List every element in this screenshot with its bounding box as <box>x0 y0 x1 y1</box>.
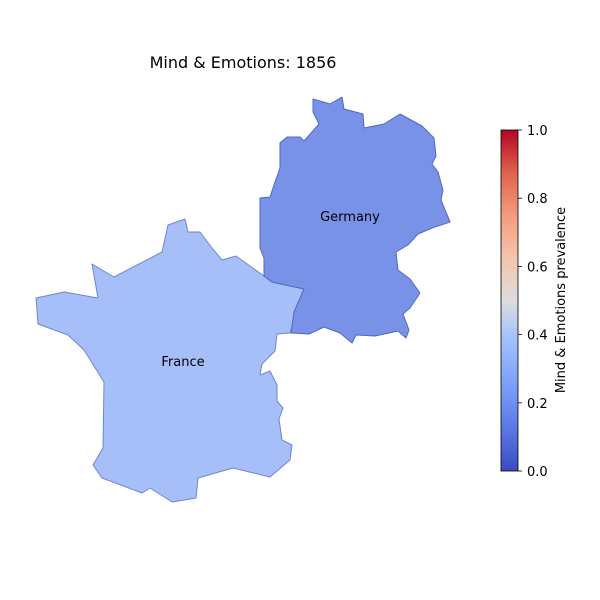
colorbar-tick-label: 0.8 <box>527 192 548 207</box>
colorbar-tick-label: 0.0 <box>527 465 548 480</box>
region-labels: France Germany <box>161 210 380 370</box>
region-label-france: France <box>161 355 204 370</box>
colorbar-tick-label: 0.4 <box>527 329 548 344</box>
colorbar-ticks: 0.0 0.2 0.4 0.6 0.8 1.0 <box>518 124 548 480</box>
region-label-germany: Germany <box>320 210 380 225</box>
colorbar-gradient <box>500 129 519 472</box>
map-title: Mind & Emotions: 1856 <box>150 53 337 72</box>
colorbar-tick-label: 0.6 <box>527 260 548 275</box>
colorbar-tick-label: 0.2 <box>527 397 548 412</box>
colorbar: 0.0 0.2 0.4 0.6 0.8 1.0 Mind & Emotions … <box>500 124 569 480</box>
region-germany[interactable] <box>259 96 451 344</box>
colorbar-tick-label: 1.0 <box>527 124 548 139</box>
region-france[interactable] <box>35 218 305 503</box>
map-regions <box>35 96 451 503</box>
colorbar-label: Mind & Emotions prevalence <box>554 207 569 393</box>
